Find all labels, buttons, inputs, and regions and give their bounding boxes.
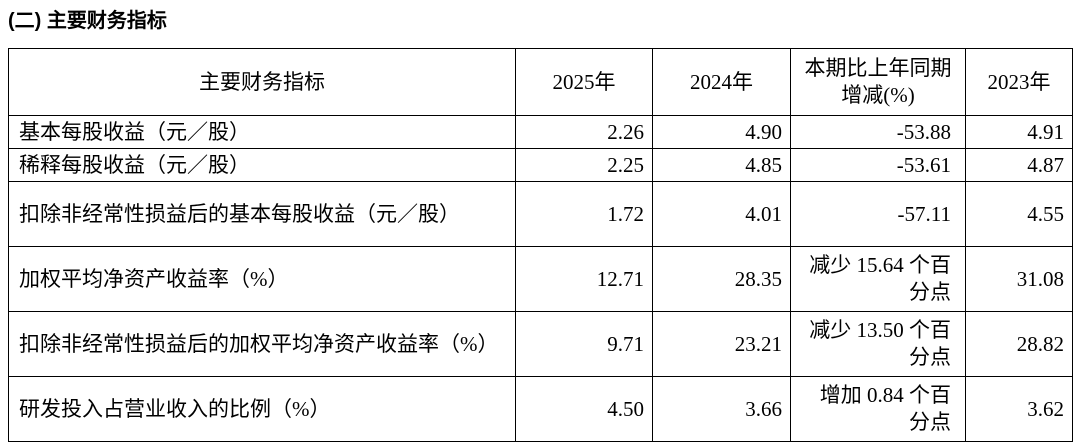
header-row: 主要财务指标 2025年 2024年 本期比上年同期增减(%) 2023年 [8,48,1073,116]
cell: -57.11 [790,181,966,247]
cell: 减少 13.50 个百分点 [790,311,966,377]
table-row: 加权平均净资产收益率（%） 12.71 28.35 减少 15.64 个百分点 31.0… [8,246,1073,312]
cell: 31.08 [965,246,1073,312]
column-header: 2024年 [652,48,791,116]
table-row: 稀释每股收益（元／股） 2.25 4.85 -53.61 4.87 [8,148,1073,182]
cell: 减少 15.64 个百分点 [790,246,966,312]
cell: 2.25 [515,148,653,182]
row-label: 基本每股收益（元／股） [8,115,516,149]
cell: -53.88 [790,115,966,149]
cell: 4.91 [965,115,1073,149]
row-label: 扣除非经常性损益后的基本每股收益（元／股） [8,181,516,247]
column-header: 本期比上年同期增减(%) [790,48,966,116]
column-header: 2025年 [515,48,653,116]
cell: 4.85 [652,148,791,182]
cell: 3.66 [652,376,791,442]
column-header: 主要财务指标 [8,48,516,116]
table-row: 研发投入占营业收入的比例（%） 4.50 3.66 增加 0.84 个百分点 3.62 [8,376,1073,442]
column-header: 2023年 [965,48,1073,116]
cell: 4.90 [652,115,791,149]
row-label: 稀释每股收益（元／股） [8,148,516,182]
cell: 4.87 [965,148,1073,182]
cell: -53.61 [790,148,966,182]
cell: 4.50 [515,376,653,442]
section-title: (二) 主要财务指标 [8,10,167,32]
table-row: 扣除非经常性损益后的基本每股收益（元／股） 1.72 4.01 -57.11 4.55 [8,181,1073,247]
table-body: 基本每股收益（元／股） 2.26 4.90 -53.88 4.91 稀释每股收益（元／股）… [8,115,1073,442]
cell: 1.72 [515,181,653,247]
cell: 4.01 [652,181,791,247]
table-row: 基本每股收益（元／股） 2.26 4.90 -53.88 4.91 [8,115,1073,149]
cell: 3.62 [965,376,1073,442]
financial-table: 主要财务指标 2025年 2024年 本期比上年同期增减(%) 2023年 基本每股收益… [8,48,1073,442]
cell: 12.71 [515,246,653,312]
cell: 增加 0.84 个百分点 [790,376,966,442]
cell: 4.55 [965,181,1073,247]
cell: 9.71 [515,311,653,377]
cell: 28.35 [652,246,791,312]
cell: 28.82 [965,311,1073,377]
row-label: 研发投入占营业收入的比例（%） [8,376,516,442]
cell: 2.26 [515,115,653,149]
row-label: 加权平均净资产收益率（%） [8,246,516,312]
row-label: 扣除非经常性损益后的加权平均净资产收益率（%） [8,311,516,377]
table-row: 扣除非经常性损益后的加权平均净资产收益率（%） 9.71 23.21 减少 13.50… [8,311,1073,377]
cell: 23.21 [652,311,791,377]
